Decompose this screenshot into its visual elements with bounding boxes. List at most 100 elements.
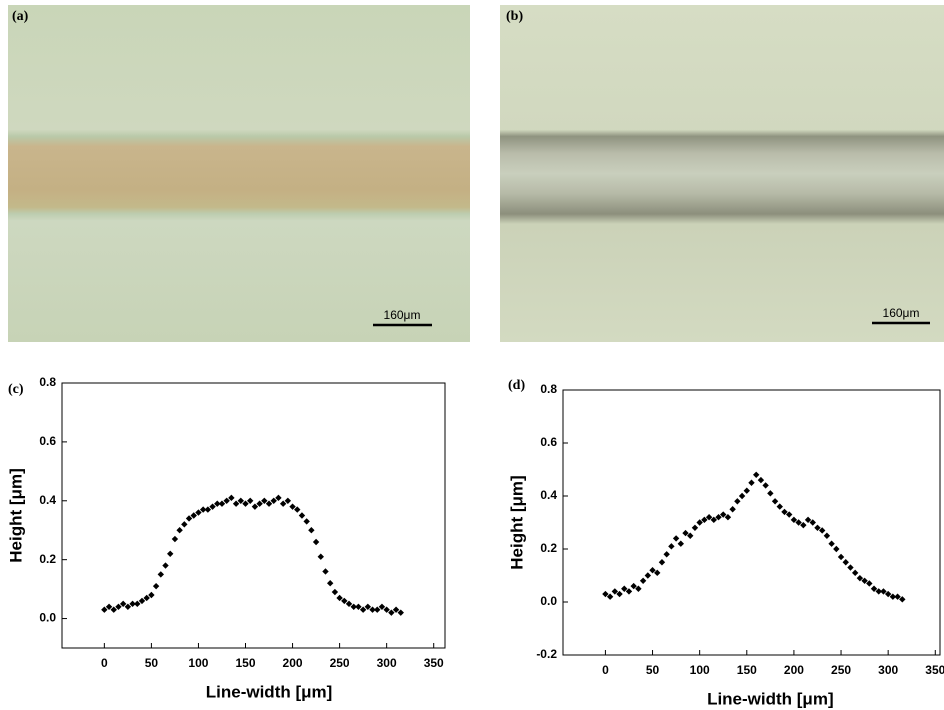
data-point xyxy=(602,590,609,598)
x-tick-label: 50 xyxy=(145,656,159,670)
data-point xyxy=(110,606,117,613)
data-point xyxy=(720,511,727,518)
data-point xyxy=(237,497,244,504)
data-point xyxy=(687,532,694,539)
data-point xyxy=(884,590,892,598)
data-point xyxy=(875,588,882,595)
x-tick-label: 350 xyxy=(424,656,444,670)
data-point xyxy=(696,519,703,526)
x-tick-label: 350 xyxy=(925,663,944,677)
data-point xyxy=(889,593,897,600)
data-point xyxy=(701,516,708,524)
y-tick-label: 0.8 xyxy=(39,375,56,389)
data-point xyxy=(851,569,859,577)
data-point xyxy=(639,577,647,584)
data-point xyxy=(814,524,821,531)
data-point xyxy=(350,603,357,610)
data-point xyxy=(289,503,296,510)
x-tick-label: 100 xyxy=(690,663,710,677)
x-tick-label: 150 xyxy=(737,663,757,677)
data-point xyxy=(823,532,831,539)
data-point xyxy=(804,516,812,524)
data-point xyxy=(171,535,179,543)
data-point xyxy=(668,543,675,550)
y-tick-label: 0.2 xyxy=(39,552,56,566)
data-point xyxy=(818,527,826,534)
data-point xyxy=(143,594,150,602)
data-point xyxy=(625,588,633,595)
data-point xyxy=(715,514,722,521)
image-b: (b) 160μm xyxy=(500,5,944,342)
y-tick-label: 0.0 xyxy=(39,611,56,625)
data-point xyxy=(757,476,765,484)
data-point xyxy=(322,568,329,575)
data-point xyxy=(743,487,750,494)
data-point xyxy=(195,509,202,516)
data-point xyxy=(359,606,367,613)
data-point xyxy=(148,591,155,599)
x-tick-label: 50 xyxy=(646,663,660,677)
data-point xyxy=(284,497,292,504)
data-point xyxy=(790,516,798,524)
data-point xyxy=(270,497,277,504)
y-tick-label: 0.0 xyxy=(540,594,557,608)
panel-label: (d) xyxy=(508,378,525,393)
data-point xyxy=(606,593,614,600)
data-point xyxy=(861,577,868,584)
data-point xyxy=(847,564,854,571)
data-point xyxy=(214,500,221,507)
data-point xyxy=(397,609,404,616)
data-point xyxy=(256,500,263,507)
data-point xyxy=(630,582,637,590)
data-point xyxy=(364,603,372,610)
data-point xyxy=(326,580,334,587)
data-point xyxy=(710,516,717,524)
data-point xyxy=(228,494,235,502)
x-tick-label: 250 xyxy=(330,656,350,670)
data-point xyxy=(101,606,108,613)
x-tick-label: 200 xyxy=(784,663,804,677)
data-point xyxy=(691,524,699,531)
data-point xyxy=(251,503,259,510)
data-point xyxy=(658,559,666,566)
data-point xyxy=(265,500,273,507)
data-point xyxy=(616,590,623,598)
data-point xyxy=(374,606,381,613)
y-axis-title: Height [μm] xyxy=(6,468,25,562)
data-point xyxy=(828,540,835,547)
data-point xyxy=(894,593,901,600)
data-point xyxy=(833,545,840,553)
x-tick-label: 100 xyxy=(188,656,208,670)
micrograph xyxy=(8,5,470,342)
data-point xyxy=(644,572,652,579)
data-point xyxy=(677,540,685,547)
x-tick-label: 150 xyxy=(235,656,255,670)
data-point xyxy=(185,515,193,522)
data-point xyxy=(663,551,670,558)
data-point xyxy=(800,521,807,529)
data-point xyxy=(209,503,216,510)
data-point xyxy=(649,567,656,574)
data-point xyxy=(124,603,132,610)
scale-bar-label: 160μm xyxy=(384,308,421,322)
data-point xyxy=(611,588,619,595)
data-point xyxy=(303,518,310,525)
data-point xyxy=(781,508,788,516)
data-point xyxy=(218,500,226,507)
y-tick-label: 0.2 xyxy=(540,541,557,555)
data-point xyxy=(204,506,212,513)
data-point xyxy=(115,603,122,610)
data-point xyxy=(181,521,188,528)
y-tick-label: 0.6 xyxy=(39,434,56,448)
panel-label: (b) xyxy=(506,9,523,24)
data-point xyxy=(223,497,230,504)
data-point xyxy=(355,603,362,610)
data-point xyxy=(336,594,343,602)
data-point xyxy=(837,553,845,561)
data-point xyxy=(899,596,906,603)
data-point xyxy=(167,550,174,557)
y-tick-label: 0.4 xyxy=(39,493,56,507)
image-a: (a) 160μm xyxy=(8,5,470,342)
y-tick-label: 0.4 xyxy=(540,488,557,502)
data-point xyxy=(190,512,197,519)
